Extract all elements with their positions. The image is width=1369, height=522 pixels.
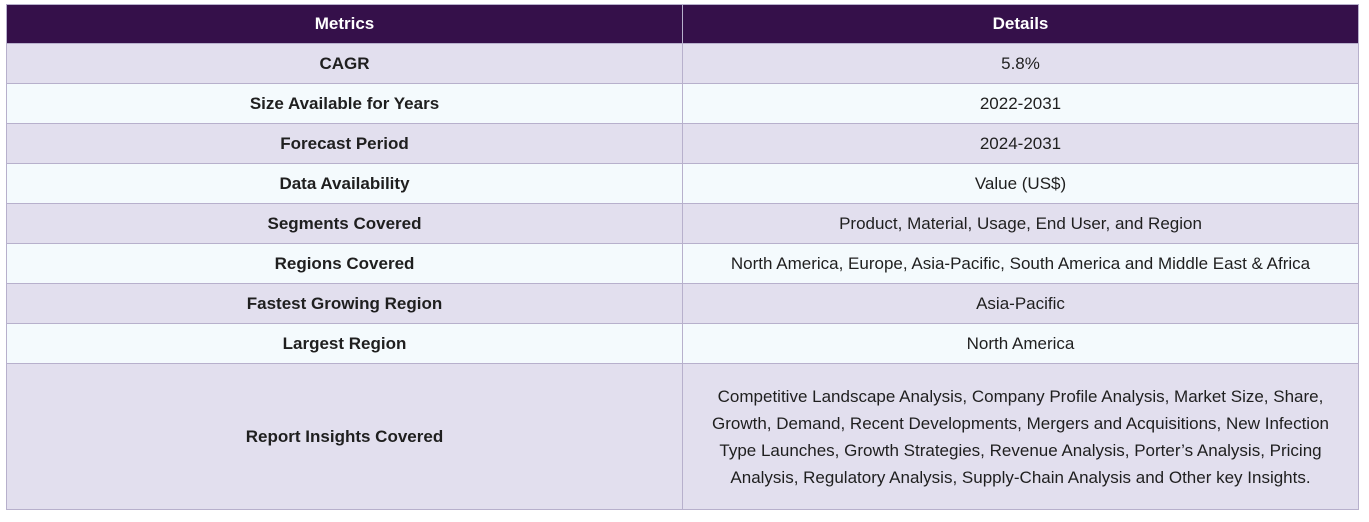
detail-cell: Competitive Landscape Analysis, Company … — [682, 363, 1359, 510]
detail-cell: North America — [682, 323, 1359, 364]
detail-cell: Value (US$) — [682, 163, 1359, 204]
table-row-regions: Regions Covered North America, Europe, A… — [6, 243, 1359, 284]
detail-cell: 2022-2031 — [682, 83, 1359, 124]
table-header-row: Metrics Details — [6, 4, 1359, 44]
metric-cell: Regions Covered — [6, 243, 683, 284]
table-row-data-availability: Data Availability Value (US$) — [6, 163, 1359, 204]
table-row-segments: Segments Covered Product, Material, Usag… — [6, 203, 1359, 244]
table-row-forecast-period: Forecast Period 2024-2031 — [6, 123, 1359, 164]
metric-cell: Segments Covered — [6, 203, 683, 244]
metric-cell: Data Availability — [6, 163, 683, 204]
metric-cell: Fastest Growing Region — [6, 283, 683, 324]
table-row-size-years: Size Available for Years 2022-2031 — [6, 83, 1359, 124]
header-details: Details — [682, 4, 1359, 44]
table-row-largest-region: Largest Region North America — [6, 323, 1359, 364]
report-metrics-table-container: Metrics Details CAGR 5.8% Size Available… — [6, 4, 1359, 510]
metric-cell: Report Insights Covered — [6, 363, 683, 510]
detail-cell: Product, Material, Usage, End User, and … — [682, 203, 1359, 244]
report-metrics-table: Metrics Details CAGR 5.8% Size Available… — [6, 4, 1359, 510]
table-row-cagr: CAGR 5.8% — [6, 43, 1359, 84]
metric-cell: Largest Region — [6, 323, 683, 364]
metric-cell: Size Available for Years — [6, 83, 683, 124]
detail-cell: 2024-2031 — [682, 123, 1359, 164]
table-row-report-insights: Report Insights Covered Competitive Land… — [6, 363, 1359, 510]
table-row-fastest-growing: Fastest Growing Region Asia-Pacific — [6, 283, 1359, 324]
detail-cell: 5.8% — [682, 43, 1359, 84]
detail-cell: North America, Europe, Asia-Pacific, Sou… — [682, 243, 1359, 284]
header-metrics: Metrics — [6, 4, 683, 44]
metric-cell: Forecast Period — [6, 123, 683, 164]
metric-cell: CAGR — [6, 43, 683, 84]
detail-cell: Asia-Pacific — [682, 283, 1359, 324]
